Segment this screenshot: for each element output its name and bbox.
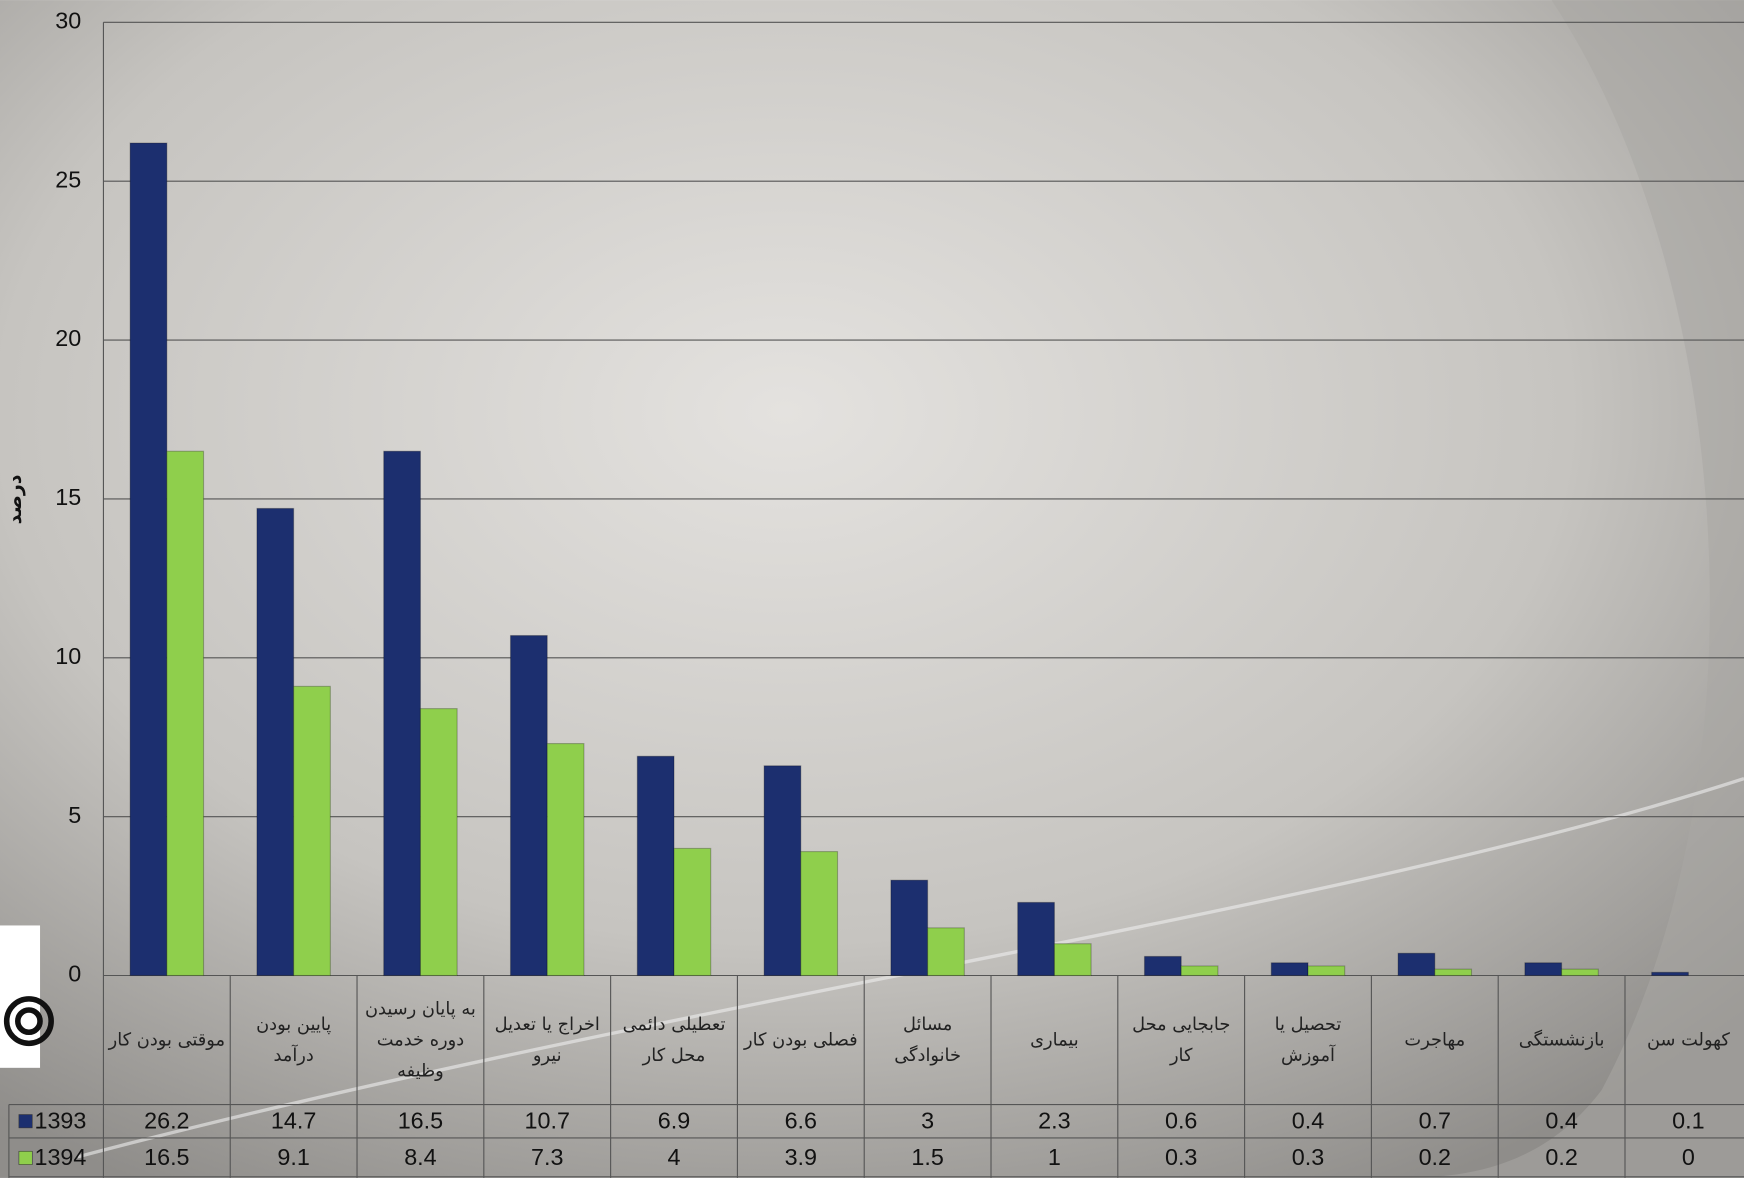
x-tick-label: به پایان رسیدن دوره خدمت وظیفه: [364, 997, 476, 1082]
bar: [927, 927, 965, 977]
table-value: 4: [668, 1144, 681, 1170]
table-value: 0.1: [1672, 1107, 1704, 1133]
bar: [1397, 952, 1436, 977]
table-value: 3.9: [785, 1144, 817, 1170]
table-value: 0.4: [1545, 1107, 1577, 1133]
bar: [509, 634, 548, 977]
bar: [1017, 901, 1055, 977]
x-tick-label: پایین بودن درآمد: [256, 1013, 332, 1066]
x-tick-cell: تعطیلی دائمی محل کار: [622, 1013, 726, 1066]
table-value: 2.3: [1038, 1107, 1070, 1133]
table-value: 1: [1048, 1144, 1061, 1170]
x-tick-cell: فصلی بودن کار: [744, 1028, 858, 1051]
bar: [1053, 943, 1092, 977]
x-tick-label: فصلی بودن کار: [744, 1028, 858, 1051]
x-tick-cell: موقتی بودن کار: [108, 1028, 226, 1051]
table-value: 0.2: [1419, 1144, 1451, 1170]
x-tick-label: جابجایی محل کار: [1132, 1013, 1231, 1066]
table-value: 16.5: [398, 1107, 443, 1133]
x-tick-cell: مهاجرت: [1404, 1028, 1466, 1051]
table-value: 7.3: [531, 1144, 563, 1170]
x-tick-cell: بیماری: [1030, 1028, 1079, 1051]
bar: [419, 708, 458, 977]
bar: [673, 847, 712, 977]
table-value: 9.1: [277, 1144, 309, 1170]
table-value: 10.7: [525, 1107, 570, 1133]
x-tick-cell: اخراج یا تعدیل نیرو: [494, 1013, 600, 1066]
bar: [1270, 962, 1309, 977]
bar: [1307, 965, 1346, 977]
table-value: 0.3: [1165, 1144, 1197, 1170]
bar: [166, 450, 205, 977]
bar: [1561, 968, 1599, 977]
x-tick-cell: به پایان رسیدن دوره خدمت وظیفه: [364, 997, 476, 1082]
decor-arc: [77, 777, 1744, 1159]
x-tick-cell: کهولت سن: [1646, 1028, 1730, 1051]
table-value: 16.5: [144, 1144, 189, 1170]
table-value: 0.7: [1419, 1107, 1451, 1133]
bar: [890, 879, 929, 977]
x-tick-cell: جابجایی محل کار: [1132, 1013, 1231, 1066]
table-value: 0.6: [1165, 1107, 1197, 1133]
bar: [1143, 955, 1182, 977]
x-tick-label: بازنشستگی: [1518, 1028, 1605, 1051]
x-tick-label: موقتی بودن کار: [108, 1028, 226, 1051]
table-value: 8.4: [404, 1144, 436, 1170]
logo: [0, 925, 54, 1068]
legend-swatch: [18, 1114, 33, 1129]
y-axis-label: درصد: [4, 474, 26, 524]
y-tick-label: 0: [68, 961, 81, 987]
x-tick-cell: مسائل خانوادگی: [894, 1013, 961, 1066]
decor-arc: [1390, 0, 1744, 1178]
bar: [1524, 962, 1563, 977]
bar: [293, 685, 331, 977]
x-tick-label: تعطیلی دائمی محل کار: [622, 1013, 726, 1066]
x-tick-cell: پایین بودن درآمد: [256, 1013, 332, 1066]
legend-label: 1394: [34, 1144, 86, 1170]
x-tick-label: مسائل خانوادگی: [894, 1013, 961, 1066]
table-value: 3: [921, 1107, 934, 1133]
table-value: 0.3: [1292, 1144, 1324, 1170]
y-tick-label: 5: [68, 802, 81, 828]
y-tick-label: 15: [55, 484, 81, 510]
table-value: 0.2: [1545, 1144, 1577, 1170]
y-tick-label: 25: [55, 166, 81, 192]
y-tick-label: 10: [55, 643, 81, 669]
y-tick-label: 20: [55, 325, 81, 351]
bar: [1180, 965, 1219, 977]
legend-swatch: [18, 1150, 33, 1165]
table-value: 0.4: [1292, 1107, 1324, 1133]
x-tick-label: کهولت سن: [1646, 1028, 1730, 1051]
x-tick-cell: بازنشستگی: [1518, 1028, 1605, 1051]
x-tick-label: مهاجرت: [1404, 1028, 1466, 1051]
table-value: 14.7: [271, 1107, 316, 1133]
bar: [1651, 971, 1689, 977]
table-value: 1.5: [911, 1144, 943, 1170]
x-tick-label: بیماری: [1030, 1028, 1079, 1051]
bar: [1434, 968, 1473, 977]
x-tick-label: تحصیل یا آموزش: [1274, 1013, 1342, 1066]
table-value: 0: [1682, 1144, 1695, 1170]
table-value: 6.9: [658, 1107, 690, 1133]
bar: [636, 755, 675, 977]
table-value: 6.6: [785, 1107, 817, 1133]
bar: [256, 507, 295, 977]
bar: [546, 743, 585, 977]
bar: [800, 851, 839, 977]
x-tick-label: اخراج یا تعدیل نیرو: [494, 1013, 600, 1066]
bar: [383, 450, 421, 977]
y-tick-label: 30: [55, 7, 81, 33]
bar: [129, 142, 168, 977]
table-value: 26.2: [144, 1107, 189, 1133]
bar: [763, 765, 802, 977]
x-tick-cell: تحصیل یا آموزش: [1274, 1013, 1342, 1066]
legend-label: 1393: [34, 1107, 86, 1133]
